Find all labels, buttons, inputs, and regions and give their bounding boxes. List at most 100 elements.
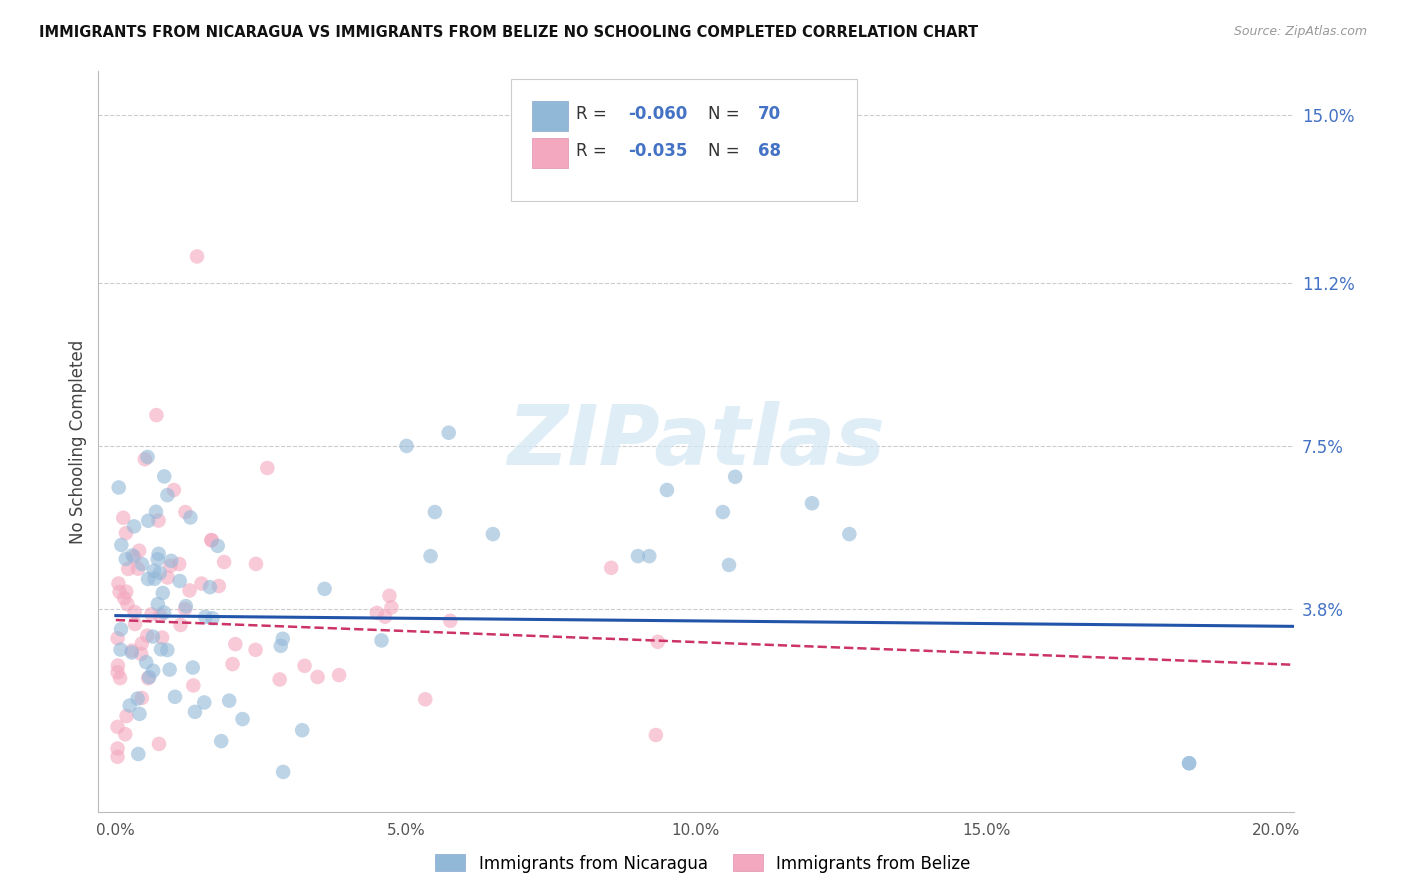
Point bbox=[121, 643, 143, 657]
Point bbox=[124, 605, 146, 619]
Point bbox=[152, 586, 174, 600]
Y-axis label: No Schooling Completed: No Schooling Completed bbox=[69, 340, 87, 543]
Point bbox=[638, 549, 661, 563]
Text: ZIPatlas: ZIPatlas bbox=[508, 401, 884, 482]
Point bbox=[194, 610, 217, 624]
Point bbox=[655, 483, 678, 497]
Point bbox=[186, 250, 208, 264]
Point bbox=[107, 720, 129, 734]
Point bbox=[159, 663, 181, 677]
Text: N =: N = bbox=[709, 104, 745, 122]
Point bbox=[314, 582, 336, 596]
Text: R =: R = bbox=[576, 104, 613, 122]
Point bbox=[127, 747, 149, 761]
Point bbox=[134, 452, 156, 467]
Point bbox=[149, 566, 172, 580]
Point bbox=[122, 519, 145, 533]
Point bbox=[801, 496, 824, 510]
Point bbox=[142, 630, 165, 644]
Text: -0.060: -0.060 bbox=[628, 104, 688, 122]
Point bbox=[107, 741, 129, 756]
FancyBboxPatch shape bbox=[533, 138, 568, 168]
Point bbox=[131, 690, 153, 705]
Point bbox=[183, 678, 205, 692]
Point bbox=[224, 637, 246, 651]
Point bbox=[153, 606, 176, 620]
Point bbox=[124, 617, 146, 632]
Point bbox=[121, 549, 143, 563]
Point bbox=[245, 643, 267, 657]
Point bbox=[163, 690, 186, 704]
Point bbox=[174, 505, 197, 519]
Point bbox=[200, 533, 222, 548]
FancyBboxPatch shape bbox=[510, 78, 858, 201]
Point bbox=[136, 671, 159, 685]
Point bbox=[627, 549, 650, 563]
Point bbox=[370, 633, 392, 648]
Point bbox=[159, 558, 181, 573]
Point bbox=[131, 636, 153, 650]
Point bbox=[374, 609, 396, 624]
Point bbox=[212, 555, 235, 569]
Point bbox=[129, 647, 152, 661]
Point bbox=[294, 658, 316, 673]
Point bbox=[245, 557, 267, 571]
Point bbox=[644, 728, 666, 742]
Text: IMMIGRANTS FROM NICARAGUA VS IMMIGRANTS FROM BELIZE NO SCHOOLING COMPLETED CORRE: IMMIGRANTS FROM NICARAGUA VS IMMIGRANTS … bbox=[39, 25, 979, 40]
Point bbox=[209, 734, 232, 748]
Point bbox=[142, 664, 165, 678]
Point bbox=[270, 639, 292, 653]
Point bbox=[1178, 756, 1201, 771]
Point bbox=[156, 570, 179, 584]
Point bbox=[179, 510, 201, 524]
Point bbox=[136, 450, 159, 464]
Point bbox=[115, 526, 138, 541]
Point bbox=[271, 632, 294, 646]
Point bbox=[419, 549, 441, 563]
Point bbox=[107, 632, 129, 646]
Point bbox=[107, 658, 129, 673]
Point bbox=[179, 583, 201, 598]
Point bbox=[146, 597, 169, 611]
Point bbox=[118, 698, 141, 713]
Point bbox=[112, 510, 135, 524]
Point bbox=[110, 642, 132, 657]
Point bbox=[169, 557, 191, 571]
Point bbox=[143, 564, 166, 578]
Point bbox=[156, 643, 179, 657]
Point bbox=[307, 670, 329, 684]
Point bbox=[1178, 756, 1201, 771]
Point bbox=[156, 488, 179, 502]
Point bbox=[647, 635, 669, 649]
Point bbox=[108, 671, 131, 685]
Point bbox=[717, 558, 740, 572]
Point bbox=[148, 737, 170, 751]
Point bbox=[136, 572, 159, 586]
Point bbox=[201, 611, 224, 625]
Point bbox=[207, 539, 229, 553]
Point bbox=[107, 665, 129, 680]
Text: 68: 68 bbox=[758, 142, 782, 160]
Point bbox=[169, 574, 191, 588]
Point bbox=[141, 607, 163, 622]
Text: R =: R = bbox=[576, 142, 613, 160]
Point bbox=[128, 706, 150, 721]
Point bbox=[107, 749, 129, 764]
Point bbox=[380, 600, 402, 615]
Point bbox=[127, 562, 149, 576]
Point bbox=[600, 561, 623, 575]
Point bbox=[208, 579, 231, 593]
Point bbox=[148, 514, 170, 528]
Point bbox=[128, 543, 150, 558]
Point bbox=[711, 505, 734, 519]
Point bbox=[117, 597, 139, 611]
Point bbox=[221, 657, 243, 671]
Text: 70: 70 bbox=[758, 104, 782, 122]
Point bbox=[395, 439, 418, 453]
Point bbox=[291, 723, 314, 738]
Point bbox=[143, 572, 166, 586]
Point bbox=[110, 622, 132, 636]
Point bbox=[110, 538, 132, 552]
Point bbox=[150, 631, 173, 645]
Point bbox=[114, 727, 136, 741]
